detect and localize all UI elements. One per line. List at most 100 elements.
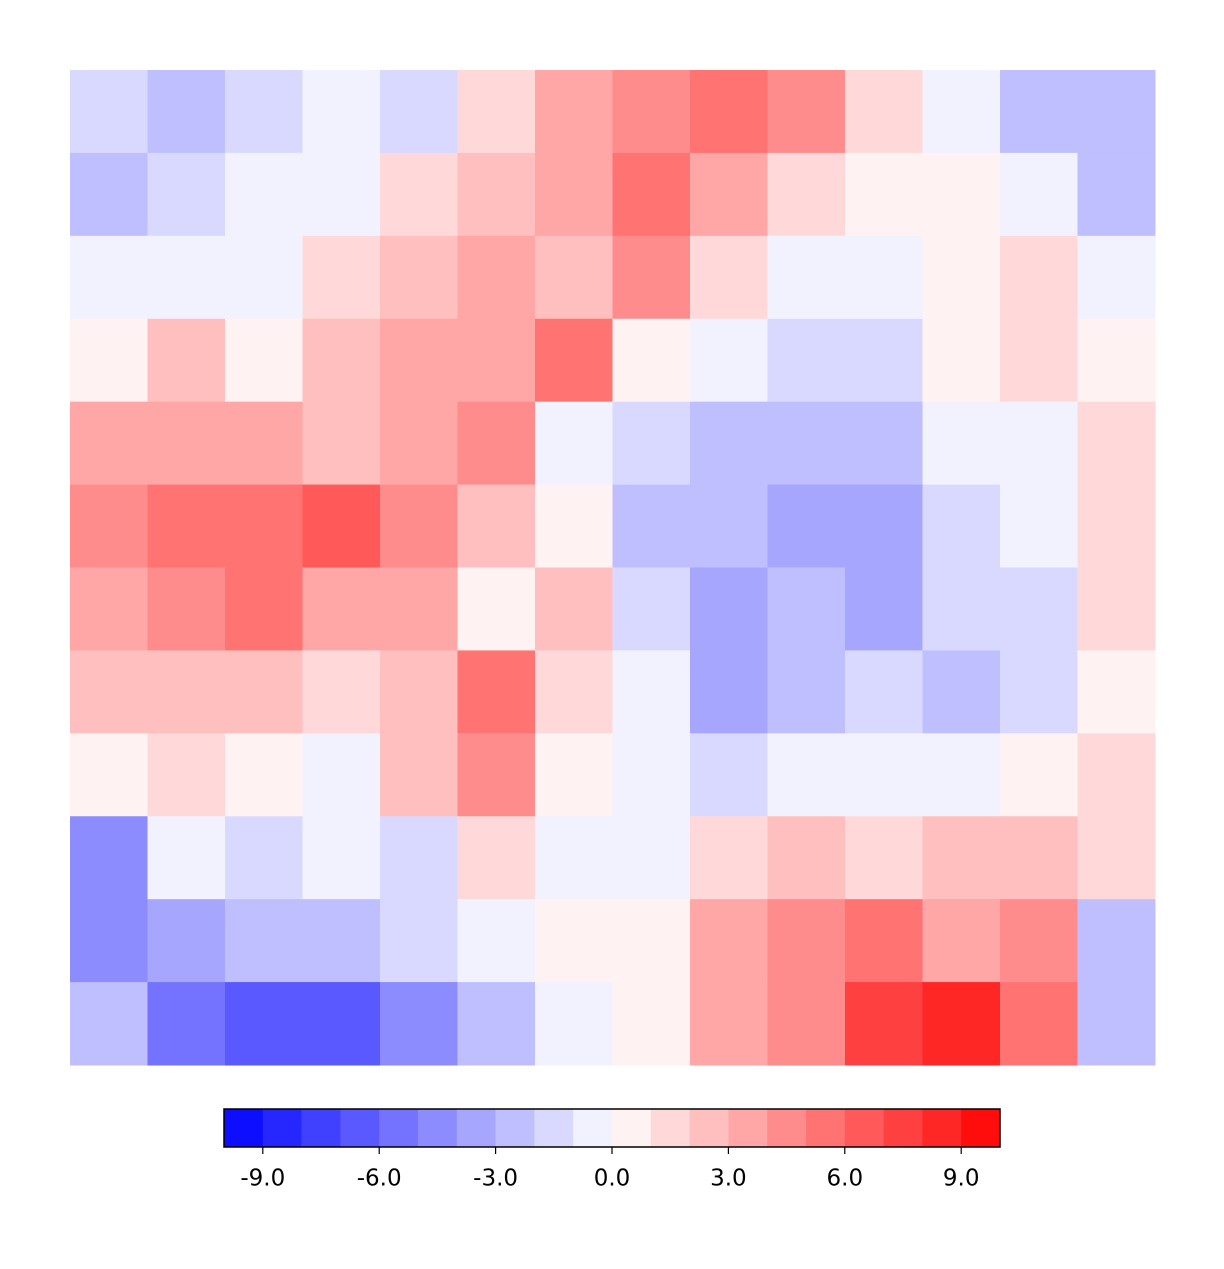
- contour-cell: [535, 401, 613, 486]
- contour-cell: [1000, 567, 1078, 651]
- contour-cell: [1077, 650, 1156, 734]
- contour-cell: [147, 733, 226, 817]
- contour-cell: [225, 733, 303, 817]
- contour-cell: [70, 733, 148, 817]
- contour-cell: [845, 982, 923, 1066]
- contour-cell: [457, 650, 536, 734]
- contour-cell: [302, 152, 381, 237]
- contour-cell: [767, 401, 846, 486]
- contour-cell: [380, 650, 458, 734]
- contour-cell: [1000, 318, 1078, 403]
- contour-cell: [457, 899, 536, 983]
- contour-cell: [70, 484, 148, 568]
- contour-cell: [380, 816, 458, 900]
- contour-cell: [380, 70, 458, 154]
- contour-cell: [845, 484, 923, 568]
- contour-cell: [612, 816, 691, 900]
- contour-cell: [690, 650, 768, 734]
- contour-cell: [457, 152, 536, 237]
- contour-cell: [302, 650, 381, 734]
- contour-cell: [1000, 152, 1078, 237]
- colorbar-band: [301, 1109, 341, 1147]
- contour-cell: [690, 318, 768, 403]
- colorbar-band: [922, 1109, 962, 1147]
- contour-cell: [457, 567, 536, 651]
- contour-cell: [612, 733, 691, 817]
- contour-cell: [1000, 401, 1078, 486]
- contour-cell: [845, 899, 923, 983]
- contour-cell: [535, 733, 613, 817]
- colorbar-band: [650, 1109, 690, 1147]
- contour-cell: [70, 70, 148, 154]
- contour-cell: [535, 70, 613, 154]
- contour-cell: [845, 650, 923, 734]
- colorbar-tick-label: 6.0: [827, 1166, 864, 1192]
- colorbar-band: [961, 1109, 1001, 1147]
- contour-cell: [1077, 70, 1156, 154]
- contour-cell: [147, 899, 226, 983]
- contour-cell: [457, 982, 536, 1066]
- contour-cell: [535, 567, 613, 651]
- contour-cell: [767, 484, 846, 568]
- contour-cell: [1000, 982, 1078, 1066]
- contour-cell: [922, 982, 1001, 1066]
- contour-cell: [225, 152, 303, 237]
- colorbar-band: [767, 1109, 807, 1147]
- contour-cell: [1077, 567, 1156, 651]
- colorbar-band: [495, 1109, 535, 1147]
- contour-cell: [535, 982, 613, 1066]
- contour-cell: [70, 401, 148, 486]
- contour-cell: [612, 235, 691, 320]
- contour-cell: [1000, 484, 1078, 568]
- contour-cell: [380, 567, 458, 651]
- contour-cell: [922, 318, 1001, 403]
- contour-cell: [1077, 982, 1156, 1066]
- contour-cell: [225, 899, 303, 983]
- contour-cell: [225, 235, 303, 320]
- contour-cell: [767, 982, 846, 1066]
- colorbar-band: [728, 1109, 768, 1147]
- contour-cell: [767, 70, 846, 154]
- contour-cell: [845, 235, 923, 320]
- contour-cell: [690, 152, 768, 237]
- contour-cell: [535, 235, 613, 320]
- contour-cell: [70, 152, 148, 237]
- contour-cell: [225, 650, 303, 734]
- contour-cell: [147, 70, 226, 154]
- colorbar-band: [418, 1109, 458, 1147]
- contour-cell: [457, 401, 536, 486]
- contour-cell: [70, 567, 148, 651]
- colorbar-band: [689, 1109, 729, 1147]
- contour-cell: [302, 235, 381, 320]
- contour-cell: [147, 401, 226, 486]
- contour-cell: [690, 982, 768, 1066]
- colorbar-band: [262, 1109, 302, 1147]
- contour-cell: [922, 401, 1001, 486]
- contour-cell: [612, 70, 691, 154]
- contour-cell: [535, 318, 613, 403]
- contour-cell: [690, 401, 768, 486]
- contour-cell: [922, 899, 1001, 983]
- contour-cell: [612, 650, 691, 734]
- contour-cell: [380, 401, 458, 486]
- colorbar-tick-label: -9.0: [240, 1166, 285, 1192]
- contour-cell: [147, 235, 226, 320]
- contour-cell: [690, 816, 768, 900]
- contour-cell: [612, 567, 691, 651]
- contour-cell: [457, 484, 536, 568]
- colorbar-band: [573, 1109, 613, 1147]
- contour-cell: [302, 733, 381, 817]
- contour-cell: [922, 70, 1001, 154]
- contour-cell: [302, 318, 381, 403]
- contour-cell: [690, 70, 768, 154]
- contour-cell: [922, 567, 1001, 651]
- contour-cell: [845, 567, 923, 651]
- contour-cell: [535, 650, 613, 734]
- contour-cell: [380, 484, 458, 568]
- colorbar-band: [534, 1109, 574, 1147]
- contour-cell: [845, 401, 923, 486]
- contour-cell: [225, 982, 303, 1066]
- contour-cell: [302, 484, 381, 568]
- contour-cell: [690, 567, 768, 651]
- contour-cell: [147, 982, 226, 1066]
